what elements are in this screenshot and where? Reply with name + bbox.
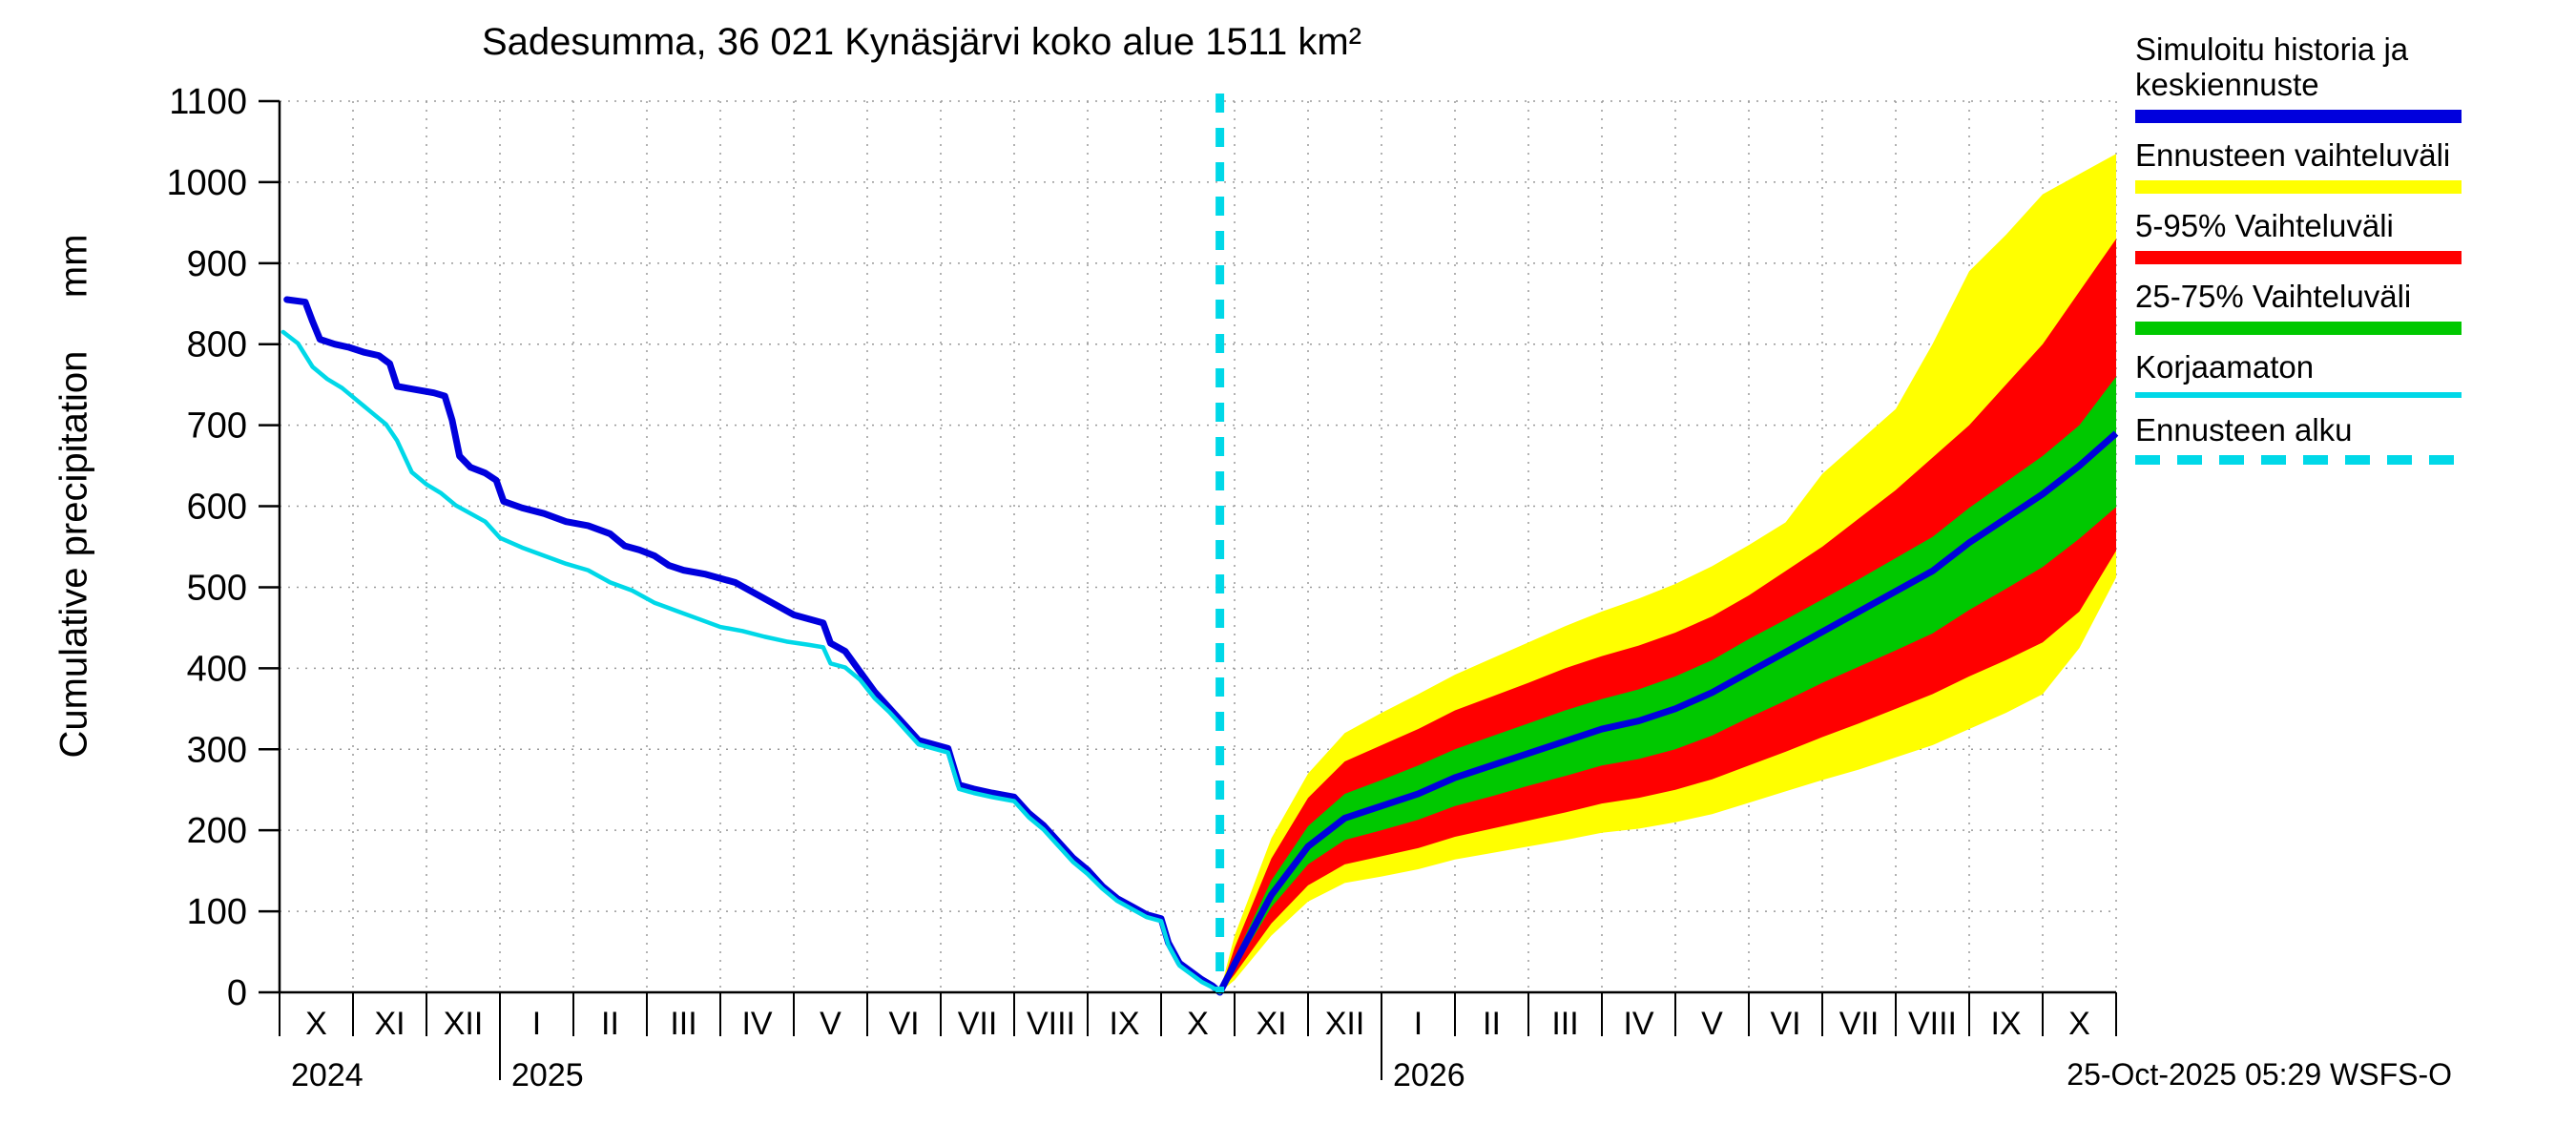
y-tick-label: 700 [187, 406, 247, 447]
y-tick-label: 400 [187, 649, 247, 689]
legend-entry-label: Ennusteen alku [2135, 411, 2353, 448]
month-label: IV [741, 1006, 772, 1042]
legend: Simuloitu historia ja keskiennuste Ennust… [2135, 31, 2462, 480]
month-label: III [1551, 1006, 1578, 1042]
chart-title: Sadesumma, 36 021 Kynäsjärvi koko alue 1… [482, 21, 1361, 63]
legend-entry-label: 25-75% Vaihteluväli [2135, 278, 2412, 314]
month-label: V [820, 1006, 841, 1042]
month-label: II [601, 1006, 619, 1042]
legend-swatch-thick-line [2135, 250, 2462, 264]
month-label: I [1414, 1006, 1423, 1042]
y-tick-label: 300 [187, 730, 247, 770]
month-label: XII [1325, 1006, 1365, 1042]
month-label: VII [958, 1006, 998, 1042]
month-label: VII [1839, 1006, 1880, 1042]
month-label: I [532, 1006, 541, 1042]
legend-swatch-thick-line [2135, 179, 2462, 194]
y-tick-label: 200 [187, 811, 247, 851]
y-tick-label: 0 [227, 973, 247, 1013]
legend-swatch-thin-line [2135, 391, 2462, 398]
y-tick-label: 1000 [166, 163, 247, 203]
legend-entry-3: 25-75% Vaihteluväli [2135, 278, 2462, 335]
month-label: VIII [1027, 1006, 1075, 1042]
year-label: 2026 [1393, 1057, 1465, 1093]
month-label: XII [444, 1006, 484, 1042]
month-label: III [670, 1006, 696, 1042]
y-tick-label: 1100 [169, 82, 247, 122]
year-label: 2024 [291, 1057, 364, 1093]
history-corrected-line [283, 296, 1224, 996]
month-label: X [2068, 1006, 2090, 1042]
y-tick-label: 100 [187, 892, 247, 932]
month-label: XI [374, 1006, 405, 1042]
legend-entry-label: Simuloitu historia ja keskiennuste [2135, 31, 2409, 102]
legend-swatch-thick-line [2135, 321, 2462, 335]
month-label: V [1701, 1006, 1723, 1042]
month-label: X [305, 1006, 327, 1042]
y-tick-label: 800 [187, 325, 247, 365]
legend-entry-2: 5-95% Vaihteluväli [2135, 207, 2462, 264]
legend-swatch-thick-line [2135, 109, 2462, 123]
year-label: 2025 [511, 1057, 584, 1093]
legend-entry-label: Korjaamaton [2135, 348, 2315, 385]
month-label: VI [1770, 1006, 1800, 1042]
y-tick-label: 500 [187, 568, 247, 608]
month-label: II [1483, 1006, 1501, 1042]
legend-entry-5: Ennusteen alku [2135, 411, 2462, 465]
legend-swatch-dashed-line [2135, 454, 2462, 465]
history-uncorrected-line [280, 329, 1222, 995]
month-label: VIII [1908, 1006, 1957, 1042]
month-label: IX [1109, 1006, 1139, 1042]
y-tick-label: 600 [187, 488, 247, 528]
month-label: VI [888, 1006, 919, 1042]
y-tick-label: 900 [187, 244, 247, 284]
legend-entry-4: Korjaamaton [2135, 348, 2462, 398]
timestamp-watermark: 25-Oct-2025 05:29 WSFS-O [2067, 1057, 2452, 1092]
forecast-mean-line [1216, 430, 2119, 994]
legend-entry-0: Simuloitu historia ja keskiennuste [2135, 31, 2462, 123]
month-label: IX [1990, 1006, 2021, 1042]
month-label: XI [1256, 1006, 1286, 1042]
legend-entry-1: Ennusteen vaihteluväli [2135, 136, 2462, 194]
legend-entry-label: Ennusteen vaihteluväli [2135, 136, 2451, 173]
month-label: X [1187, 1006, 1209, 1042]
legend-entry-label: 5-95% Vaihteluväli [2135, 207, 2394, 243]
month-label: IV [1623, 1006, 1653, 1042]
band-25-75-percent [1219, 376, 2116, 992]
